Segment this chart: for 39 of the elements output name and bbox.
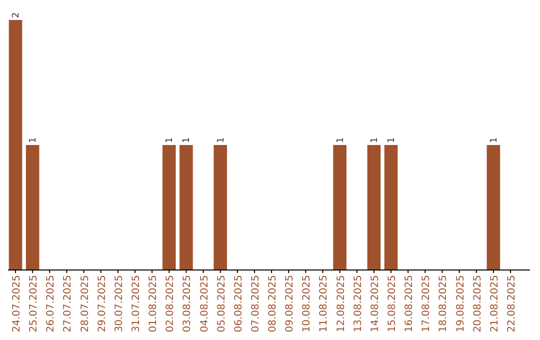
x-tick-label: 04.08.2025: [199, 275, 210, 332]
x-tick-label: 17.08.2025: [421, 275, 432, 332]
x-tick-label: 27.07.2025: [62, 275, 74, 332]
x-tick-label: 03.08.2025: [182, 275, 194, 332]
x-tick-label: 07.08.2025: [250, 275, 262, 332]
x-tick-label: 12.08.2025: [336, 275, 347, 332]
x-tick-label: 31.07.2025: [130, 275, 142, 332]
data-label: 2: [12, 12, 22, 18]
data-label: 1: [336, 137, 346, 143]
x-tick-label: 24.07.2025: [12, 275, 23, 332]
x-tick-label: 26.07.2025: [46, 275, 57, 332]
x-tick-label: 18.08.2025: [438, 275, 450, 332]
x-tick-label: 14.08.2025: [370, 275, 381, 332]
x-tick-label: 19.08.2025: [455, 275, 466, 332]
x-tick-label: 05.08.2025: [216, 275, 228, 332]
x-tick-label: 02.08.2025: [165, 275, 176, 332]
x-tick-label: 21.08.2025: [489, 275, 500, 332]
data-label: 1: [28, 137, 39, 143]
data-label: 1: [165, 137, 176, 143]
x-tick-label: 13.08.2025: [352, 275, 364, 332]
x-tick-label: 20.08.2025: [472, 275, 484, 332]
x-tick-label: 06.08.2025: [233, 275, 244, 332]
x-tick-label: 01.08.2025: [148, 275, 160, 332]
data-label: 1: [387, 137, 398, 143]
x-tick-label: 28.07.2025: [80, 275, 91, 332]
x-tick-label: 30.07.2025: [114, 275, 125, 332]
x-tick-label: 08.08.2025: [268, 275, 279, 332]
x-tick-label: 29.07.2025: [96, 275, 108, 332]
data-label: 1: [489, 137, 500, 143]
x-tick-label: 22.08.2025: [506, 275, 518, 332]
data-label: 1: [182, 137, 192, 143]
x-tick-label: 11.08.2025: [318, 275, 330, 332]
data-label: 1: [216, 137, 226, 143]
x-tick-label: 16.08.2025: [404, 275, 416, 332]
data-label: 1: [370, 137, 380, 143]
x-tick-label: 25.07.2025: [28, 275, 40, 332]
x-tick-label: 10.08.2025: [302, 275, 313, 332]
x-tick-label: 09.08.2025: [284, 275, 296, 332]
x-tick-label: 15.08.2025: [387, 275, 398, 332]
